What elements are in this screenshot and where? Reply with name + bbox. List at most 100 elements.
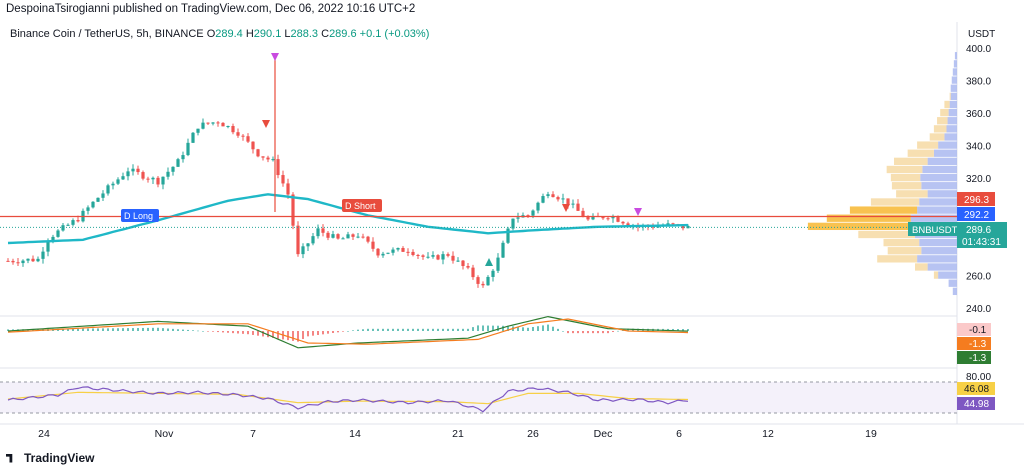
macd-hist-bar xyxy=(577,331,579,334)
macd-hist-bar xyxy=(507,325,509,331)
candle-body xyxy=(71,220,75,225)
buy-marker-icon xyxy=(485,258,493,266)
level-price-badge xyxy=(957,207,995,221)
time-tick-label: 12 xyxy=(762,428,774,440)
macd-hist-text: -0.1 xyxy=(969,325,987,336)
candle-body xyxy=(21,260,25,264)
candle-body xyxy=(356,236,360,238)
volume-profile-bar-down xyxy=(870,198,920,206)
macd-hist-bar xyxy=(182,329,184,331)
level-price-text: 292.2 xyxy=(964,210,989,221)
candle-body xyxy=(56,230,60,237)
volume-profile-bar-up xyxy=(952,287,957,296)
candle-body xyxy=(121,176,125,180)
macd-hist-bar xyxy=(487,325,489,331)
macd-hist-bar xyxy=(67,328,69,331)
volume-profile-bar-down xyxy=(807,222,909,231)
candle-body xyxy=(276,159,280,176)
candle-body xyxy=(186,142,190,156)
candle-body xyxy=(151,177,155,180)
short-signal-label: D Short xyxy=(345,201,376,211)
macd-hist-bar xyxy=(457,328,459,331)
macd-hist-bar xyxy=(477,325,479,331)
macd-hist-bar xyxy=(172,328,174,331)
candle-body xyxy=(196,128,200,133)
macd-hist-bar xyxy=(522,327,524,331)
candle-body xyxy=(486,276,490,286)
macd-hist-bar xyxy=(527,327,529,331)
volume-profile-bar-down xyxy=(929,133,945,141)
volume-profile-bar-up xyxy=(948,279,957,287)
candle-body xyxy=(66,224,70,226)
rsi-band-fill xyxy=(0,382,957,413)
candle-body xyxy=(296,225,300,255)
macd-hist-bar xyxy=(432,328,434,331)
macd-hist-bar xyxy=(382,328,384,331)
macd-hist-bar xyxy=(362,329,364,331)
candle-body xyxy=(431,255,435,257)
macd-hist-bar xyxy=(177,329,179,331)
volume-profile-bar-down xyxy=(917,141,939,149)
candle-body xyxy=(421,255,425,257)
macd-hist-bar xyxy=(677,329,679,331)
macd-hist-bar xyxy=(262,331,264,337)
macd-hist-bar xyxy=(402,328,404,331)
symbol-legend: Binance Coin / TetherUS, 5h, BINANCE O28… xyxy=(10,28,429,40)
tradingview-logo-icon xyxy=(6,453,13,463)
candle-body xyxy=(336,234,340,239)
candle-body xyxy=(541,196,545,203)
macd-hist-bar xyxy=(162,328,164,331)
macd-hist-bar xyxy=(62,328,64,331)
footer-brand[interactable]: TradingView xyxy=(6,451,94,465)
volume-profile-bar-up xyxy=(917,206,957,214)
candle-body xyxy=(226,126,230,128)
candle-body xyxy=(391,249,395,253)
candle-body xyxy=(46,240,50,252)
macd-hist-bar xyxy=(247,331,249,335)
macd-hist-bar xyxy=(552,326,554,331)
candle-body xyxy=(221,122,225,127)
symbol-title[interactable]: Binance Coin / TetherUS, 5h, BINANCE xyxy=(10,28,204,40)
candle-body xyxy=(141,172,145,179)
publisher-line: DespoinaTsirogianni published on Trading… xyxy=(6,3,416,15)
footer-brand-text: TradingView xyxy=(24,451,95,465)
macd-hist-bar xyxy=(567,331,569,334)
macd-hist-bar xyxy=(117,328,119,331)
volume-profile-bar-down xyxy=(858,230,915,239)
candle-body xyxy=(131,168,135,172)
macd-hist-bar xyxy=(292,331,294,341)
candle-body xyxy=(6,260,10,262)
macd-hist-bar xyxy=(602,331,604,334)
macd-line-badge xyxy=(957,351,991,364)
macd-hist-bar xyxy=(427,328,429,331)
macd-hist-bar xyxy=(232,331,234,334)
candle-body xyxy=(76,220,80,222)
volume-profile-bar-up xyxy=(938,271,957,279)
candle-body xyxy=(451,255,455,261)
rsi-ma-badge xyxy=(957,382,995,395)
signal-marker-icon xyxy=(634,208,642,216)
candle-body xyxy=(216,122,220,124)
candle-body xyxy=(96,197,100,202)
macd-hist-bar xyxy=(82,328,84,331)
candle-body xyxy=(321,228,325,233)
macd-hist-bar xyxy=(357,329,359,331)
short-signal-badge[interactable] xyxy=(342,199,382,212)
macd-hist-bar xyxy=(417,328,419,331)
macd-hist-bar xyxy=(152,327,154,331)
macd-hist-bar xyxy=(202,331,204,332)
macd-hist-bar xyxy=(407,328,409,331)
candle-body xyxy=(91,201,95,208)
macd-hist-bar xyxy=(482,325,484,331)
candle-body xyxy=(156,177,160,185)
macd-hist-bar xyxy=(682,329,684,331)
rsi-line xyxy=(7,386,689,413)
spike-marker-icon xyxy=(271,53,279,61)
candle-body xyxy=(531,210,535,216)
candle-body xyxy=(371,241,375,249)
macd-histogram xyxy=(7,324,689,342)
candle-body xyxy=(376,248,380,256)
volume-profile-bar-up xyxy=(952,68,957,76)
long-signal-badge[interactable] xyxy=(121,209,159,222)
